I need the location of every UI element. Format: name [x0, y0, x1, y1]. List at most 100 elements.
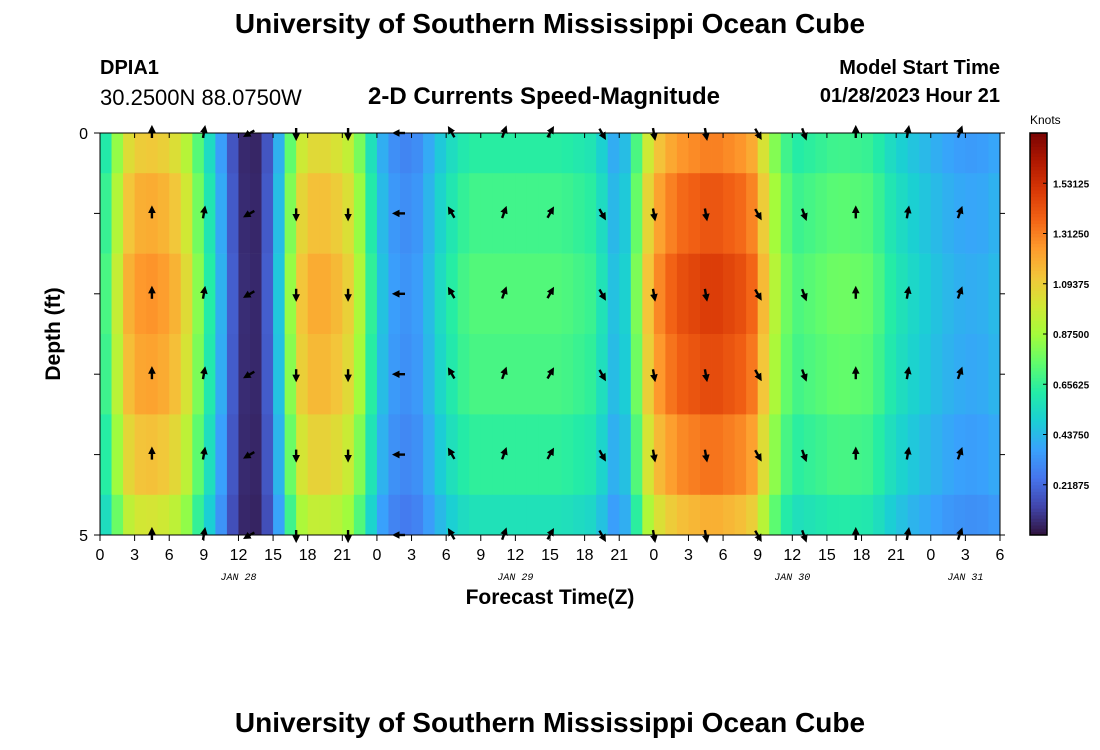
heatmap-cell: [757, 494, 770, 536]
heatmap-cell: [400, 334, 412, 415]
heatmap-cell: [250, 334, 262, 415]
date-label: JAN 28: [220, 573, 256, 584]
colorbar-band: [1030, 384, 1047, 389]
colorbar-band: [1030, 267, 1047, 271]
colorbar-band: [1030, 407, 1047, 412]
heatmap-cell: [780, 253, 793, 335]
heatmap-cell: [930, 253, 943, 335]
heatmap-cell: [538, 133, 551, 174]
colorbar-band: [1030, 230, 1047, 234]
colorbar-band: [1030, 387, 1047, 392]
colorbar-band: [1030, 243, 1047, 248]
heatmap-cell: [873, 173, 886, 254]
heatmap-cell: [353, 334, 366, 415]
heatmap-cell: [100, 173, 112, 254]
heatmap-cell: [826, 133, 839, 174]
heatmap-cell: [653, 133, 666, 174]
heatmap-cell: [180, 253, 193, 335]
heatmap-cell: [561, 173, 574, 254]
heatmap-cell: [907, 494, 920, 536]
current-arrow: [243, 209, 255, 218]
current-arrow: [956, 205, 964, 219]
current-arrow: [650, 449, 658, 463]
heatmap-cell: [919, 133, 932, 174]
colorbar-band: [1030, 216, 1047, 221]
colorbar-band: [1030, 200, 1047, 204]
heatmap-cell: [457, 173, 470, 254]
heatmap-cell: [515, 414, 528, 496]
heatmap-cell: [365, 494, 378, 536]
x-tick-label: 6: [719, 547, 728, 564]
colorbar-band: [1030, 250, 1047, 255]
heatmap-cell: [757, 133, 770, 174]
chart-subtitle: 2-D Currents Speed-Magnitude: [368, 83, 721, 110]
heatmap-cell: [815, 253, 828, 335]
heatmap-cell: [192, 494, 205, 536]
heatmap-cell: [561, 414, 574, 496]
model-start-label: Model Start Time: [839, 57, 1000, 79]
heatmap-cell: [711, 494, 724, 536]
colorbar-band: [1030, 173, 1047, 178]
heatmap-cell: [688, 253, 701, 335]
heatmap-cell: [215, 494, 228, 536]
heatmap-cell: [319, 334, 332, 415]
current-arrow: [243, 451, 255, 459]
colorbar-band: [1030, 360, 1047, 365]
current-arrow: [800, 288, 808, 302]
heatmap-cell: [965, 334, 978, 415]
heatmap-cell: [330, 253, 343, 335]
current-arrow: [754, 288, 762, 301]
heatmap-cell: [330, 414, 343, 496]
heatmap-cell: [400, 173, 412, 254]
heatmap-cell: [665, 173, 678, 254]
heatmap-cell: [134, 334, 147, 415]
colorbar-band: [1030, 514, 1047, 519]
heatmap-cell: [653, 414, 666, 496]
heatmap-cell: [676, 494, 689, 536]
heatmap-cell: [100, 414, 112, 496]
heatmap-cell: [400, 414, 412, 496]
heatmap-cell: [769, 253, 782, 335]
heatmap-cell: [803, 173, 816, 254]
heatmap-cell: [746, 133, 759, 174]
heatmap-cell: [250, 133, 262, 174]
colorbar-band: [1030, 434, 1047, 439]
heatmap-cell: [157, 494, 170, 536]
heatmap-cell: [215, 173, 228, 254]
heatmap-cell: [307, 253, 320, 335]
heatmap-cell: [688, 133, 701, 174]
heatmap-cell: [307, 334, 320, 415]
colorbar-band: [1030, 494, 1047, 499]
heatmap-cell: [457, 414, 470, 496]
x-tick-label: 21: [610, 547, 628, 564]
x-tick-label: 3: [684, 547, 693, 564]
current-arrow: [650, 288, 658, 302]
colorbar-band: [1030, 347, 1047, 352]
heatmap-cell: [884, 494, 897, 536]
heatmap-cell: [180, 173, 193, 254]
x-axis-label: Forecast Time(Z): [466, 586, 635, 609]
heatmap-cell: [630, 334, 643, 415]
heatmap-cell: [723, 414, 736, 496]
heatmap-cell: [700, 133, 712, 174]
heatmap-cell: [780, 494, 793, 536]
heatmap-cell: [423, 494, 436, 536]
heatmap-cell: [192, 133, 205, 174]
station-coords: 30.2500N 88.0750W: [100, 85, 302, 110]
heatmap-cell: [238, 494, 251, 536]
colorbar-band: [1030, 337, 1047, 342]
colorbar-band: [1030, 461, 1047, 466]
heatmap-cell: [896, 494, 909, 536]
heatmap-cell: [215, 414, 228, 496]
heatmap-cell: [746, 173, 759, 254]
heatmap-cell: [169, 253, 182, 335]
x-tick-label: 9: [476, 547, 485, 564]
heatmap-cell: [630, 133, 643, 174]
colorbar-units: Knots: [1030, 113, 1061, 127]
heatmap-cell: [538, 494, 551, 536]
heatmap-cell: [273, 253, 286, 335]
heatmap-cell: [688, 414, 701, 496]
heatmap-cell: [573, 494, 586, 536]
heatmap-cell: [642, 173, 655, 254]
current-arrow: [598, 288, 606, 301]
